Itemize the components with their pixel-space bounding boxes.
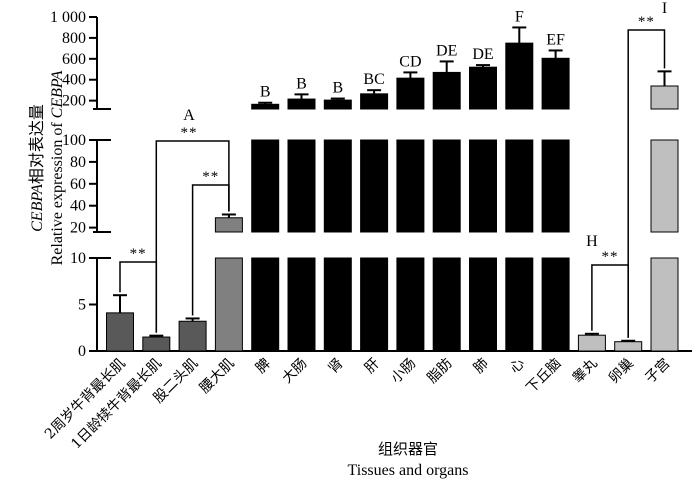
significance-bracket <box>155 140 230 333</box>
category-label: 下丘脑 <box>523 356 564 397</box>
bar <box>287 139 316 233</box>
bar <box>214 217 243 233</box>
bar <box>577 334 606 352</box>
bar <box>360 139 389 233</box>
category-label: 小肠 <box>388 356 419 387</box>
bar <box>106 312 134 352</box>
bar <box>505 257 534 352</box>
y-tick-label: 600 <box>62 51 86 68</box>
y-axis-label-cn: CEBPA相对表达量 <box>28 104 46 232</box>
category-label: 卵巢 <box>606 356 637 387</box>
group-letter: CD <box>399 53 421 70</box>
group-letter: H <box>586 233 598 250</box>
bar <box>251 139 280 233</box>
category-label: 肺 <box>471 356 492 377</box>
significance-stars: ** <box>130 246 147 262</box>
bar <box>323 139 352 233</box>
bar <box>396 257 425 352</box>
bar <box>505 139 534 233</box>
bar <box>541 57 570 110</box>
significance-stars: ** <box>638 14 655 30</box>
bar <box>178 320 207 352</box>
bar <box>432 257 461 352</box>
significance-stars: ** <box>202 169 219 185</box>
category-label: 腰大肌 <box>197 356 238 397</box>
significance-bracket <box>627 29 666 338</box>
bar <box>287 257 316 352</box>
bar <box>432 71 461 110</box>
y-tick-label: 400 <box>62 72 86 89</box>
category-label: 大肠 <box>279 356 310 387</box>
x-axis-label-en: Tissues and organs <box>348 462 469 479</box>
x-axis-label-cn: 组织器官 <box>378 440 438 458</box>
y-tick-label: 1 000 <box>50 9 86 26</box>
bar <box>505 42 534 110</box>
bar <box>360 257 389 352</box>
bar <box>396 77 425 110</box>
group-letter: B <box>260 84 271 101</box>
bar <box>541 139 570 233</box>
y-tick-label: 40 <box>70 198 86 215</box>
category-label: 脾 <box>253 356 274 377</box>
y-axis-label-en: Relative expression of CEBPA <box>49 70 66 265</box>
bar <box>251 103 280 110</box>
bar <box>469 257 497 352</box>
bar <box>251 257 280 352</box>
category-label: 肝 <box>362 356 383 377</box>
bar <box>323 99 352 110</box>
bar <box>469 139 497 233</box>
bar <box>323 257 352 352</box>
y-tick-label: 10 <box>70 250 86 267</box>
y-tick-label: 60 <box>70 176 86 193</box>
bar <box>142 336 171 352</box>
bar <box>541 257 570 352</box>
y-tick-label: 20 <box>70 220 86 237</box>
y-tick-label: 0 <box>78 343 86 360</box>
category-label: 子宫 <box>642 356 673 387</box>
group-letter: A <box>183 107 195 124</box>
group-letter: F <box>515 8 524 25</box>
group-letter: BC <box>363 71 384 88</box>
group-letter: B <box>296 75 307 92</box>
category-label: 脂肪 <box>424 356 455 387</box>
bar <box>650 139 679 233</box>
bar <box>287 98 316 110</box>
category-label: 心 <box>507 356 528 377</box>
group-letter: DE <box>472 46 493 63</box>
bar <box>432 139 461 233</box>
significance-stars: ** <box>602 249 619 265</box>
y-tick-label: 200 <box>62 93 86 110</box>
y-tick-label: 800 <box>62 30 86 47</box>
category-label: 睾丸 <box>570 356 601 387</box>
bar <box>469 66 497 110</box>
group-letter: I <box>662 0 667 17</box>
bar <box>650 85 679 110</box>
group-letter: EF <box>546 31 565 48</box>
group-letter: B <box>332 80 343 97</box>
category-label: 肾 <box>325 356 346 377</box>
bar <box>360 93 389 110</box>
y-tick-label: 5 <box>78 297 86 314</box>
bar <box>650 257 679 352</box>
y-tick-label: 80 <box>70 154 86 171</box>
bar <box>214 257 243 352</box>
bar <box>614 341 643 352</box>
significance-bracket <box>591 264 629 338</box>
significance-stars: ** <box>181 125 198 141</box>
group-letter: DE <box>436 42 457 59</box>
y-tick-label: 100 <box>62 132 86 149</box>
bar <box>396 139 425 233</box>
